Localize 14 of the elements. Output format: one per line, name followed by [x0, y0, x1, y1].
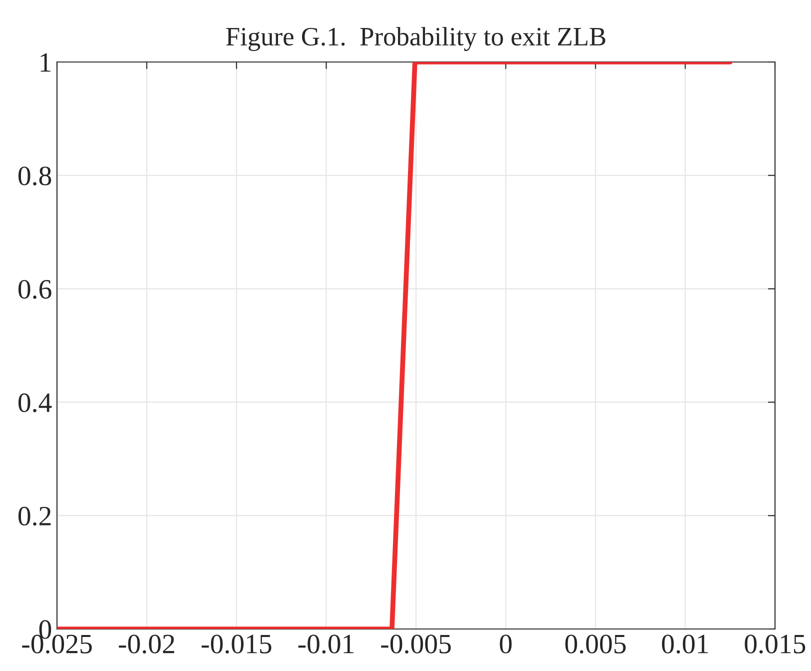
x-tick-label: -0.01 [298, 634, 354, 654]
x-tick-label: -0.015 [202, 634, 272, 654]
x-tick-label: 0 [500, 634, 512, 654]
x-tick-label: 0.01 [662, 634, 708, 654]
x-tick-label: 0.015 [744, 634, 806, 654]
y-tick-label: 0.2 [18, 506, 51, 526]
y-tick-label: 1 [40, 53, 50, 72]
y-tick-label: 0.6 [18, 280, 52, 299]
x-tick-label: -0.005 [381, 634, 451, 654]
x-tick-label: 0.005 [565, 634, 626, 654]
y-tick-label: 0.8 [18, 166, 52, 186]
x-tick-label: -0.02 [118, 634, 174, 654]
chart-title: Figure G.1. Probability to exit ZLB [226, 27, 606, 52]
y-tick-label: 0.4 [18, 393, 52, 412]
